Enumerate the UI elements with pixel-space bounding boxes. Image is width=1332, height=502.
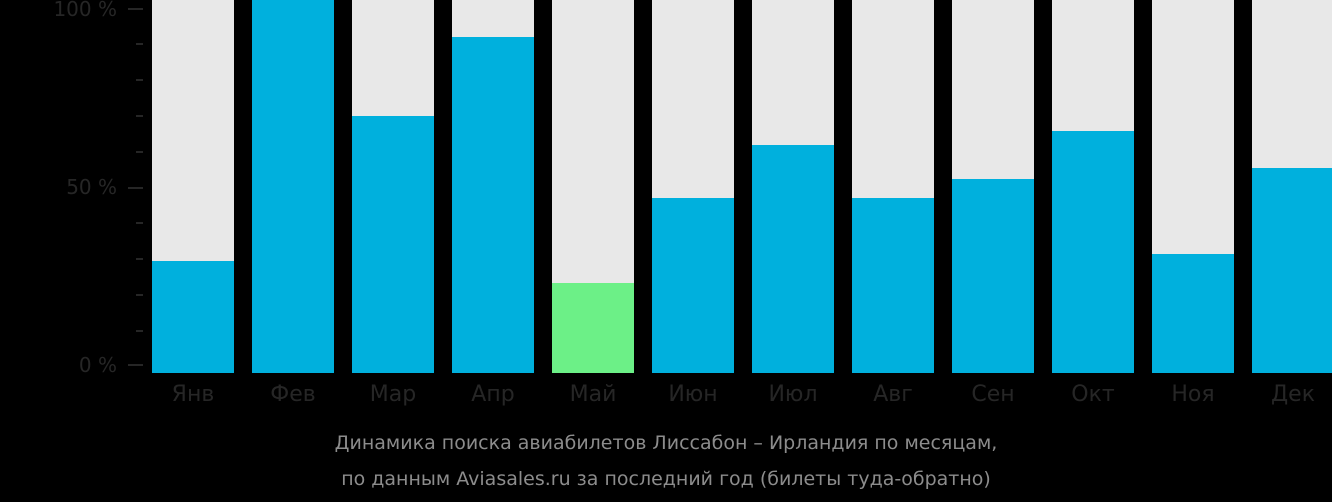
bar-4 [452,0,534,373]
bar-value [1252,168,1332,373]
bar-value [652,198,734,373]
x-tick-label: Сен [971,382,1015,407]
y-tick-50 [128,187,143,189]
chart-title: Динамика поиска авиабилетов Лиссабон – И… [334,432,998,454]
x-tick-label: Окт [1071,382,1115,407]
bar-value [552,283,634,373]
y-tick-minor [136,151,143,153]
bar-11 [1152,0,1234,373]
bar-value [952,179,1034,373]
bar-value [1152,254,1234,373]
y-tick-0 [128,364,143,366]
bar-1 [152,0,234,373]
bar-value [752,145,834,373]
x-tick-label: Июн [668,382,718,407]
bar-9 [952,0,1034,373]
x-tick-label: Авг [873,382,913,407]
y-tick-label-100: 100 % [53,0,117,21]
bar-value [252,0,334,373]
y-tick-minor [136,43,143,45]
y-tick-minor [136,79,143,81]
bar-value [452,37,534,373]
y-tick-label-0: 0 % [78,353,117,377]
x-tick-label: Ноя [1171,382,1215,407]
bar-7 [752,0,834,373]
x-tick-label: Дек [1270,382,1315,407]
x-tick-label: Янв [171,382,215,407]
x-tick-label: Фев [270,382,316,407]
y-tick-minor [136,294,143,296]
y-tick-label-50: 50 % [66,175,117,199]
bar-value [352,116,434,373]
x-tick-label: Май [569,382,617,407]
bar-5 [552,0,634,373]
bar-6 [652,0,734,373]
bar-10 [1052,0,1134,373]
bar-value [852,198,934,373]
bar-3 [352,0,434,373]
bar-value [1052,131,1134,373]
y-tick-minor [136,258,143,260]
x-tick-label: Апр [471,382,515,407]
y-tick-minor [136,330,143,332]
bar-value [152,261,234,373]
bar-2 [252,0,334,373]
y-tick-minor [136,115,143,117]
bar-8 [852,0,934,373]
bar-12 [1252,0,1332,373]
chart-subtitle: по данным Aviasales.ru за последний год … [341,468,991,490]
y-tick-minor [136,222,143,224]
x-tick-label: Июл [768,382,818,407]
x-tick-label: Мар [369,382,417,407]
y-tick-100 [128,8,143,10]
